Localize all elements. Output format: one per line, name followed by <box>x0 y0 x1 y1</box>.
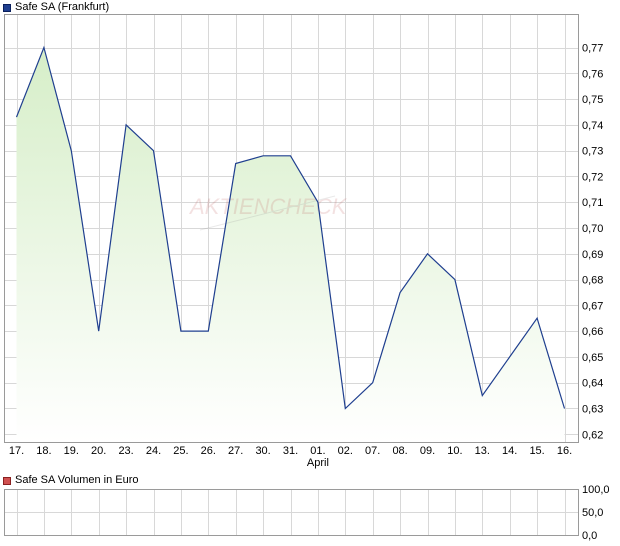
volume-grid <box>4 489 578 536</box>
x-tick-label: 07. <box>365 445 380 457</box>
y-tick-label: 0,67 <box>582 300 603 312</box>
y-tick-label: 0,68 <box>582 275 603 287</box>
price-area <box>16 47 565 442</box>
price-series-line <box>15 45 566 410</box>
y-tick-label: 0,66 <box>582 326 603 338</box>
volume-y-tick-label: 50,0 <box>582 507 603 519</box>
x-tick-label: 30. <box>255 445 270 457</box>
x-tick-label: 26. <box>201 445 216 457</box>
price-legend-swatch <box>3 3 11 12</box>
y-tick-label: 0,77 <box>582 43 603 55</box>
x-tick-label: 20. <box>91 445 106 457</box>
x-tick-label: 08. <box>392 445 407 457</box>
y-tick-label: 0,76 <box>582 68 603 80</box>
y-tick-label: 0,63 <box>582 403 603 415</box>
x-tick-label: 15. <box>529 445 544 457</box>
y-tick-label: 0,69 <box>582 249 603 261</box>
y-tick-label: 0,74 <box>582 120 603 132</box>
x-tick-label: 18. <box>36 445 51 457</box>
volume-legend-label: Safe SA Volumen in Euro <box>15 474 139 486</box>
price-legend: Safe SA (Frankfurt) <box>3 1 109 14</box>
y-tick-label: 0,64 <box>582 378 603 390</box>
volume-legend-swatch <box>3 476 11 485</box>
x-tick-label: 13. <box>475 445 490 457</box>
watermark-stroke <box>199 195 336 231</box>
y-tick-label: 0,65 <box>582 352 603 364</box>
x-tick-label: 17. <box>9 445 24 457</box>
x-tick-label: 24. <box>146 445 161 457</box>
price-chart: AKTIENCHECK 0,62 0,63 0,64 0,65 0,66 0,67 0,68 0… <box>4 14 603 469</box>
x-tick-label: 19. <box>64 445 79 457</box>
watermark-text: AKTIENCHECK <box>188 194 348 219</box>
x-tick-label: 23. <box>118 445 133 457</box>
y-tick-label: 0,71 <box>582 197 603 209</box>
y-tick-label: 0,73 <box>582 146 603 158</box>
y-tick-label: 0,75 <box>582 94 603 106</box>
y-tick-label: 0,70 <box>582 223 603 235</box>
x-tick-label: 25. <box>173 445 188 457</box>
volume-y-tick-label: 100,0 <box>582 484 610 496</box>
watermark: AKTIENCHECK <box>188 194 348 231</box>
x-tick-label: 09. <box>420 445 435 457</box>
x-tick-label: 14. <box>502 445 517 457</box>
x-tick-label: 10. <box>447 445 462 457</box>
volume-y-tick-label: 0,0 <box>582 530 597 542</box>
x-month-label: April <box>307 457 329 469</box>
x-tick-label: 01. <box>310 445 325 457</box>
x-tick-label: 02. <box>338 445 353 457</box>
volume-legend: Safe SA Volumen in Euro <box>3 474 139 487</box>
price-legend-label: Safe SA (Frankfurt) <box>15 1 110 13</box>
y-tick-label: 0,62 <box>582 429 603 441</box>
x-tick-label: 27. <box>228 445 243 457</box>
x-tick-label: 16. <box>557 445 572 457</box>
volume-plot-frame <box>4 489 579 536</box>
price-plot-frame <box>4 14 579 443</box>
x-tick-label: 31. <box>283 445 298 457</box>
y-tick-label: 0,72 <box>582 171 603 183</box>
